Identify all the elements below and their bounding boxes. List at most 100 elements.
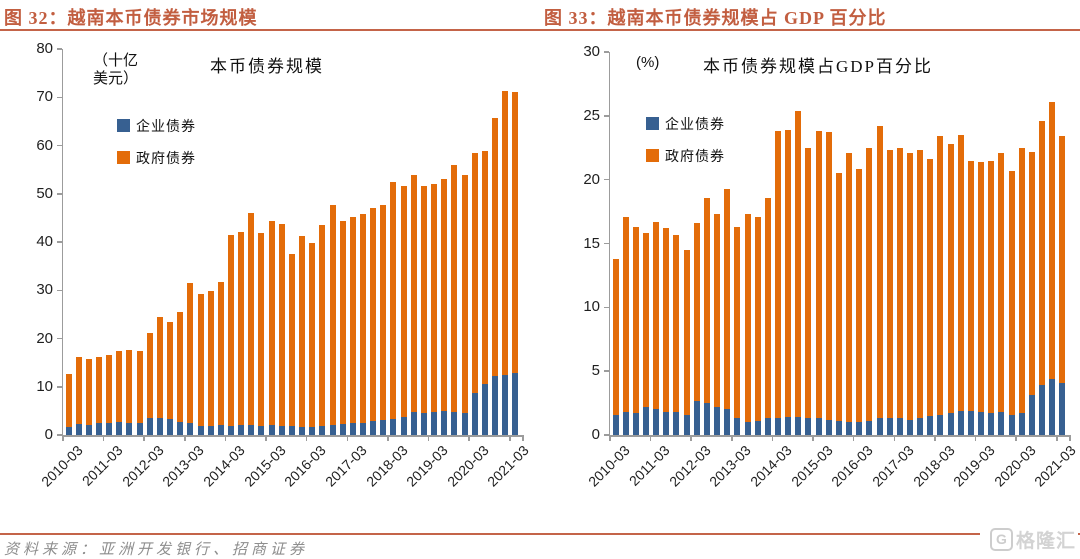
bar-segment-government xyxy=(724,188,731,410)
bar-segment-government xyxy=(896,147,903,419)
bar-segment-corporate xyxy=(1038,385,1045,435)
gelonghui-logo: G 格隆汇 xyxy=(979,524,1078,555)
bar-segment-corporate xyxy=(177,421,184,435)
y-tick-label: 5 xyxy=(591,362,600,380)
y-tick-label: 15 xyxy=(583,234,600,252)
x-tick xyxy=(1069,435,1071,441)
bar-segment-government xyxy=(744,214,751,423)
bar-segment-corporate xyxy=(238,425,245,435)
bar-segment-government xyxy=(774,131,781,419)
bar-segment-corporate xyxy=(886,418,893,435)
bar-segment-government xyxy=(420,186,427,414)
bar-segment-corporate xyxy=(359,423,366,435)
bar-segment-corporate xyxy=(288,426,295,435)
bar-segment-government xyxy=(65,374,72,427)
bar-segment-government xyxy=(167,321,174,420)
bar-segment-corporate xyxy=(85,424,92,435)
bar-segment-corporate xyxy=(491,376,498,435)
legend-swatch-government xyxy=(646,149,659,162)
x-tick-label: 2011-03 xyxy=(79,442,126,489)
bar-segment-government xyxy=(451,165,458,413)
bar-segment-government xyxy=(835,173,842,421)
bar-segment-government xyxy=(764,197,771,419)
bar-segment-government xyxy=(1049,101,1056,379)
bar-segment-corporate xyxy=(825,419,832,435)
bar-segment-government xyxy=(461,175,468,414)
bar-segment-corporate xyxy=(673,412,680,435)
bar-segment-corporate xyxy=(370,421,377,435)
bar-segment-government xyxy=(278,223,285,426)
bar-segment-corporate xyxy=(197,426,204,435)
bar-segment-corporate xyxy=(896,418,903,435)
bar-segment-corporate xyxy=(339,424,346,435)
bar-segment-government xyxy=(1059,136,1066,383)
bar-segment-corporate xyxy=(451,412,458,435)
bar-segment-corporate xyxy=(187,422,194,435)
bar-segment-corporate xyxy=(390,419,397,435)
y-tick xyxy=(56,289,62,291)
y-tick xyxy=(56,144,62,147)
bar-segment-corporate xyxy=(998,412,1005,435)
bar-segment-government xyxy=(85,359,92,425)
bar-segment-corporate xyxy=(947,413,954,435)
y-tick xyxy=(56,386,62,388)
bar-segment-corporate xyxy=(146,417,153,435)
x-tick-label: 2021-03 xyxy=(1031,442,1080,490)
bar-segment-government xyxy=(380,204,387,421)
x-tick xyxy=(387,435,389,441)
y-tick xyxy=(56,48,62,50)
bar-segment-corporate xyxy=(622,412,629,435)
x-tick xyxy=(771,435,774,441)
bar-segment-corporate xyxy=(471,393,478,435)
x-tick xyxy=(468,435,470,441)
x-tick xyxy=(265,435,267,441)
legend-label-government: 政府债券 xyxy=(665,150,725,165)
bar-segment-government xyxy=(359,214,366,424)
axis-unit-label: (%) xyxy=(636,54,660,71)
y-tick-label: 0 xyxy=(591,426,600,443)
y-tick xyxy=(603,306,609,309)
bar-segment-corporate xyxy=(299,426,306,435)
y-tick xyxy=(56,96,62,98)
bar-segment-corporate xyxy=(714,406,721,435)
bar-segment-government xyxy=(146,332,153,418)
bar-segment-corporate xyxy=(805,418,812,435)
bar-segment-government xyxy=(825,132,832,420)
bar-segment-government xyxy=(906,152,913,420)
bar-segment-government xyxy=(227,235,234,426)
bar-segment-corporate xyxy=(461,413,468,435)
x-tick-label: 2021-03 xyxy=(484,442,533,490)
bar-segment-government xyxy=(876,126,883,419)
bar-segment-corporate xyxy=(856,422,863,435)
bar-segment-corporate xyxy=(380,420,387,435)
bar-segment-corporate xyxy=(329,425,336,435)
y-tick xyxy=(603,434,609,436)
bar-segment-government xyxy=(612,258,619,415)
bar-segment-corporate xyxy=(1028,395,1035,435)
footer-rule xyxy=(0,533,1080,535)
bar-segment-corporate xyxy=(683,414,690,435)
bar-segment-corporate xyxy=(309,426,316,435)
x-tick xyxy=(731,435,733,441)
bar-segment-government xyxy=(329,204,336,426)
bar-segment-government xyxy=(967,160,974,411)
bar-segment-corporate xyxy=(278,425,285,435)
bar-segment-government xyxy=(653,221,660,410)
bar-segment-corporate xyxy=(75,424,82,435)
bar-segment-government xyxy=(207,291,214,427)
bar-segment-corporate xyxy=(156,418,163,435)
bar-segment-government xyxy=(106,354,113,424)
x-axis xyxy=(61,435,523,437)
y-axis xyxy=(61,49,63,437)
bar-segment-government xyxy=(632,226,639,414)
bar-segment-corporate xyxy=(1049,378,1056,435)
bar-segment-government xyxy=(116,351,123,423)
bar-segment-government xyxy=(309,243,316,427)
x-tick xyxy=(62,435,64,441)
bar-segment-government xyxy=(299,236,306,427)
x-tick-label: 2010-03 xyxy=(584,442,633,490)
y-tick-label: 30 xyxy=(583,43,600,60)
bar-segment-corporate xyxy=(957,410,964,435)
y-tick-label: 0 xyxy=(44,426,53,443)
x-tick-label: 2019-03 xyxy=(403,442,451,490)
